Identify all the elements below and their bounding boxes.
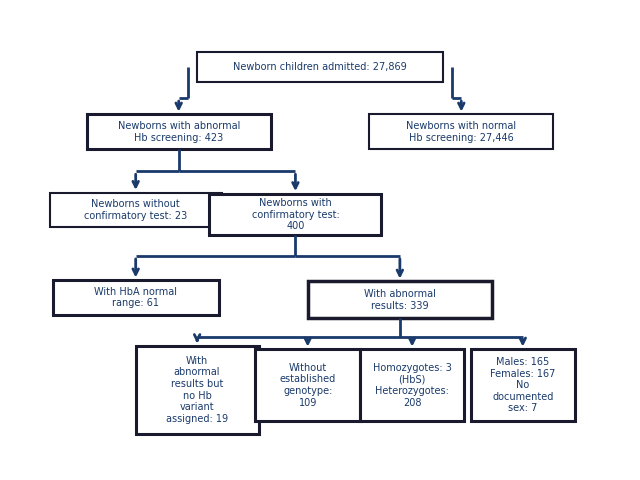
FancyBboxPatch shape	[308, 281, 492, 318]
Text: With abnormal
results: 339: With abnormal results: 339	[364, 289, 436, 311]
FancyBboxPatch shape	[136, 346, 259, 433]
FancyBboxPatch shape	[369, 114, 554, 149]
FancyBboxPatch shape	[255, 349, 360, 421]
FancyBboxPatch shape	[197, 52, 443, 82]
FancyBboxPatch shape	[50, 193, 221, 228]
Text: Homozygotes: 3
(HbS)
Heterozygotes:
208: Homozygotes: 3 (HbS) Heterozygotes: 208	[372, 363, 452, 408]
Text: Newborns with
confirmatory test:
400: Newborns with confirmatory test: 400	[252, 198, 339, 231]
Text: Newborn children admitted: 27,869: Newborn children admitted: 27,869	[233, 62, 407, 72]
Text: Males: 165
Females: 167
No
documented
sex: 7: Males: 165 Females: 167 No documented se…	[490, 357, 556, 413]
FancyBboxPatch shape	[360, 349, 465, 421]
FancyBboxPatch shape	[209, 194, 381, 235]
FancyBboxPatch shape	[470, 349, 575, 421]
Text: With HbA normal
range: 61: With HbA normal range: 61	[94, 287, 177, 309]
Text: Newborns with abnormal
Hb screening: 423: Newborns with abnormal Hb screening: 423	[118, 121, 240, 143]
Text: Newborns without
confirmatory test: 23: Newborns without confirmatory test: 23	[84, 199, 188, 221]
FancyBboxPatch shape	[52, 280, 219, 315]
Text: With
abnormal
results but
no Hb
variant
assigned: 19: With abnormal results but no Hb variant …	[166, 356, 228, 424]
Text: Without
established
genotype:
109: Without established genotype: 109	[280, 363, 336, 408]
Text: Newborns with normal
Hb screening: 27,446: Newborns with normal Hb screening: 27,44…	[406, 121, 516, 143]
FancyBboxPatch shape	[86, 114, 271, 149]
